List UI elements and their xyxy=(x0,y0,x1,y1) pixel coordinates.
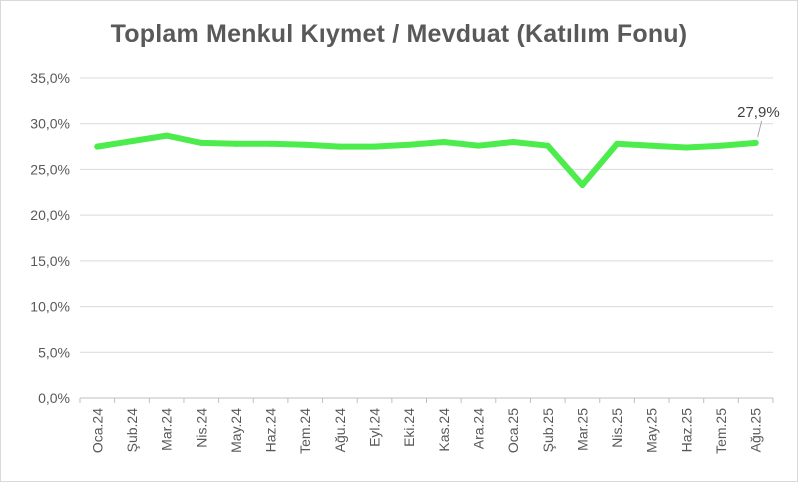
y-tick-label: 0,0% xyxy=(38,390,70,406)
data-point xyxy=(128,138,135,145)
x-tick-label: Haz.25 xyxy=(678,408,694,453)
data-point xyxy=(648,142,655,149)
data-point xyxy=(336,143,343,150)
x-tick-label: May.25 xyxy=(644,408,660,453)
y-axis-ticks: 0,0% 5,0% 10,0% 15,0% 20,0% 25,0% 30,0% 35,0% xyxy=(30,70,70,406)
x-axis-ticks: Oca.24 Şub.24 Mar.24 Nis.24 May.24 Haz.24 Tem.… xyxy=(89,408,763,454)
y-tick-label: 10,0% xyxy=(30,299,70,315)
data-point xyxy=(232,140,239,147)
y-tick-label: 25,0% xyxy=(30,161,70,177)
data-point xyxy=(614,140,621,147)
chart-title: Toplam Menkul Kıymet / Mevduat (Katılım … xyxy=(110,20,688,48)
data-point xyxy=(406,141,413,148)
series-line xyxy=(94,132,759,188)
data-point xyxy=(683,144,690,151)
x-axis xyxy=(79,397,774,403)
data-point xyxy=(163,132,170,139)
x-tick-label: Oca.25 xyxy=(505,408,521,453)
series-group xyxy=(94,132,759,188)
y-tick-label: 5,0% xyxy=(38,344,70,360)
data-label-leader xyxy=(757,120,763,138)
data-point xyxy=(475,142,482,149)
x-tick-label: Oca.24 xyxy=(89,408,105,453)
x-tick-label: Şub.25 xyxy=(540,408,556,453)
x-tick-label: Mar.24 xyxy=(159,408,175,451)
data-point xyxy=(302,141,309,148)
x-tick-label: Tem.25 xyxy=(713,408,729,454)
data-point xyxy=(752,139,759,146)
x-tick-label: Tem.24 xyxy=(297,408,313,454)
x-tick-label: May.24 xyxy=(228,408,244,453)
x-tick-label: Mar.25 xyxy=(574,408,590,451)
x-tick-label: Ağu.24 xyxy=(332,408,348,453)
x-tick-label: Eyl.24 xyxy=(367,408,383,447)
data-point xyxy=(198,139,205,146)
y-tick-label: 35,0% xyxy=(30,70,70,86)
y-tick-label: 30,0% xyxy=(30,116,70,132)
x-tick-label: Nis.24 xyxy=(193,408,209,448)
x-tick-label: Nis.25 xyxy=(609,408,625,448)
y-tick-label: 20,0% xyxy=(30,207,70,223)
data-point xyxy=(94,143,101,150)
x-tick-label: Kas.24 xyxy=(436,408,452,452)
data-point xyxy=(371,143,378,150)
gridlines xyxy=(80,77,773,353)
data-point xyxy=(510,139,517,145)
x-tick-label: Haz.24 xyxy=(263,408,279,453)
x-tick-label: Eki.24 xyxy=(401,408,417,447)
y-tick-label: 15,0% xyxy=(30,253,70,269)
data-labels: 27,9% xyxy=(737,104,780,138)
data-point xyxy=(267,140,274,147)
x-tick-label: Ara.24 xyxy=(470,408,486,449)
data-point xyxy=(718,142,725,149)
x-tick-label: Ağu.25 xyxy=(748,408,764,453)
data-label: 27,9% xyxy=(737,104,780,121)
data-point xyxy=(440,139,447,145)
data-point xyxy=(544,142,551,149)
x-tick-label: Şub.24 xyxy=(124,408,140,453)
data-point xyxy=(579,181,586,188)
